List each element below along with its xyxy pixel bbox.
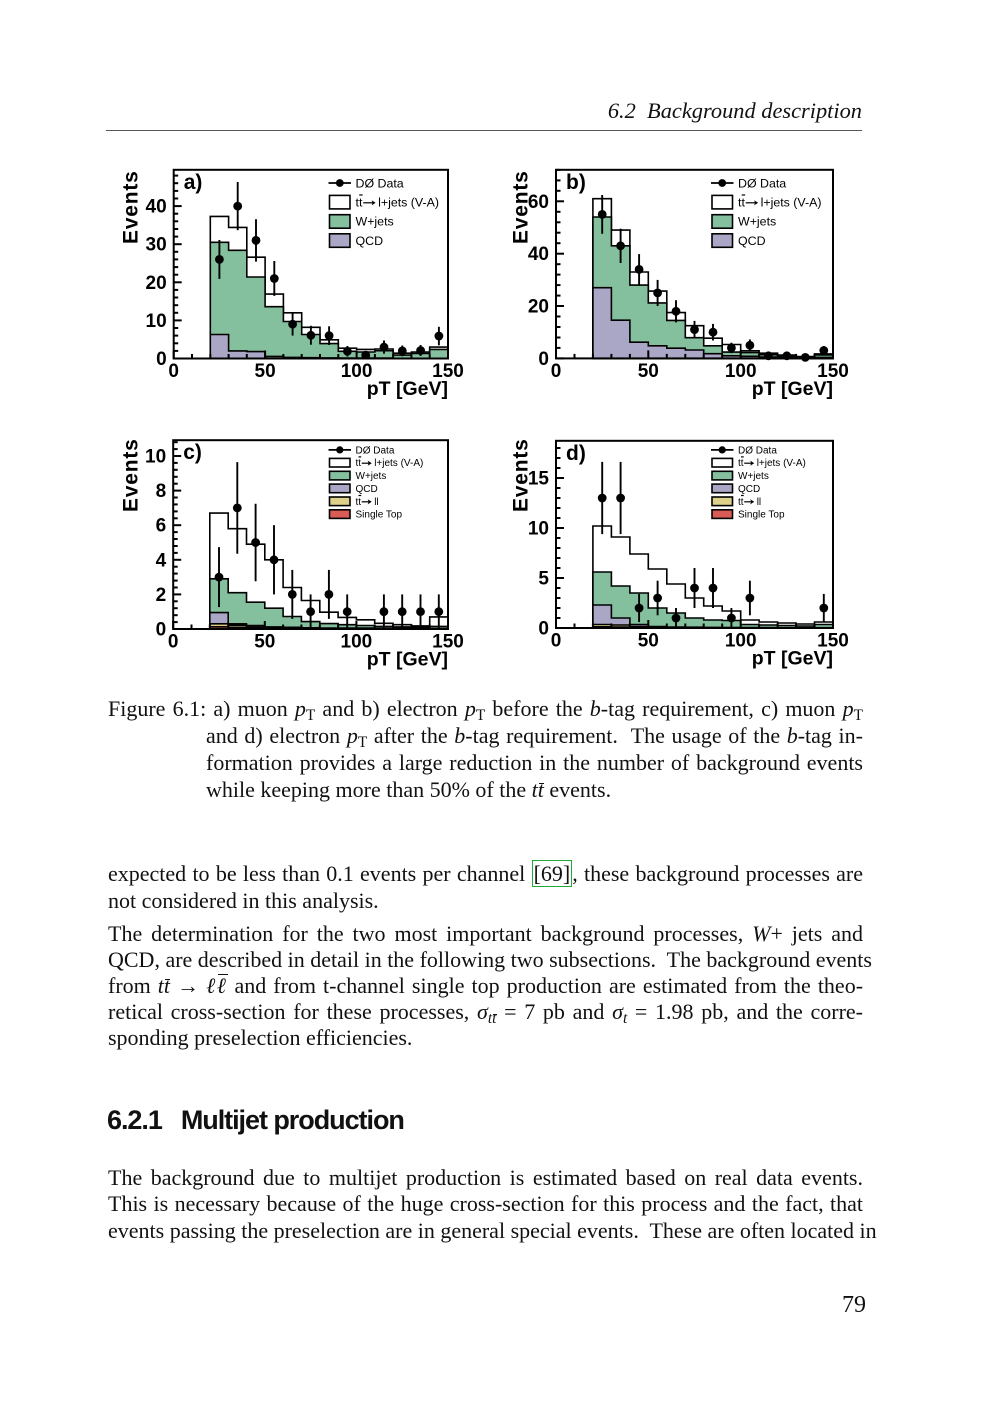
svg-text:l+jets (V-A): l+jets (V-A) — [378, 196, 439, 210]
svg-text:100: 100 — [341, 361, 373, 382]
svg-text:ll: ll — [757, 497, 761, 508]
svg-text:50: 50 — [255, 361, 276, 382]
svg-text:W+jets: W+jets — [738, 471, 769, 482]
svg-text:0: 0 — [538, 349, 549, 370]
svg-text:pT [GeV]: pT [GeV] — [367, 649, 448, 671]
svg-text:100: 100 — [725, 361, 757, 382]
svg-text:0: 0 — [168, 361, 179, 382]
svg-text:QCD: QCD — [356, 234, 384, 248]
svg-text:50: 50 — [638, 361, 659, 382]
svg-text:10: 10 — [145, 447, 166, 468]
svg-text:pT [GeV]: pT [GeV] — [752, 378, 833, 400]
svg-text:l+jets (V-A): l+jets (V-A) — [374, 458, 423, 469]
svg-text:150: 150 — [432, 632, 464, 653]
svg-text:8: 8 — [156, 481, 167, 502]
svg-text:40: 40 — [146, 197, 167, 218]
svg-text:l+jets (V-A): l+jets (V-A) — [761, 196, 822, 210]
svg-text:ll: ll — [374, 497, 378, 508]
svg-text:20: 20 — [528, 297, 549, 318]
svg-text:150: 150 — [817, 631, 849, 652]
svg-text:QCD: QCD — [356, 484, 378, 495]
svg-text:W+jets: W+jets — [356, 215, 394, 229]
svg-text:50: 50 — [638, 631, 659, 652]
svg-text:30: 30 — [146, 235, 167, 256]
svg-text:Events: Events — [510, 438, 533, 512]
svg-text:0: 0 — [156, 620, 167, 641]
svg-text:QCD: QCD — [738, 234, 766, 248]
svg-text:5: 5 — [538, 569, 549, 590]
svg-text:tt: tt — [738, 196, 745, 210]
svg-text:50: 50 — [254, 632, 275, 653]
svg-text:10: 10 — [528, 519, 549, 540]
svg-text:4: 4 — [156, 550, 167, 571]
svg-text:d): d) — [566, 442, 586, 465]
svg-text:0: 0 — [538, 619, 549, 640]
svg-text:10: 10 — [146, 311, 167, 332]
svg-text:tt: tt — [356, 196, 363, 210]
svg-text:150: 150 — [432, 361, 464, 382]
svg-text:b): b) — [566, 171, 586, 194]
svg-text:tt: tt — [356, 458, 362, 469]
svg-text:20: 20 — [146, 273, 167, 294]
svg-text:0: 0 — [156, 349, 167, 370]
svg-text:100: 100 — [725, 631, 757, 652]
svg-text:0: 0 — [551, 361, 562, 382]
svg-text:l+jets (V-A): l+jets (V-A) — [757, 458, 806, 469]
svg-text:c): c) — [183, 441, 202, 464]
svg-text:W+jets: W+jets — [738, 215, 776, 229]
svg-text:W+jets: W+jets — [356, 471, 387, 482]
svg-text:tt: tt — [738, 458, 744, 469]
svg-text:150: 150 — [817, 361, 849, 382]
svg-text:DØ Data: DØ Data — [738, 176, 786, 190]
svg-text:60: 60 — [528, 192, 549, 213]
svg-text:Events: Events — [120, 170, 143, 244]
svg-text:DØ Data: DØ Data — [356, 176, 404, 190]
svg-text:DØ Data: DØ Data — [356, 445, 395, 456]
svg-text:tt: tt — [738, 497, 744, 508]
svg-text:tt: tt — [356, 497, 362, 508]
svg-text:pT [GeV]: pT [GeV] — [367, 378, 448, 400]
svg-text:2: 2 — [156, 585, 167, 606]
svg-text:Single Top: Single Top — [356, 510, 403, 521]
svg-text:40: 40 — [528, 244, 549, 265]
svg-text:QCD: QCD — [738, 484, 760, 495]
svg-text:Events: Events — [120, 438, 143, 512]
svg-text:a): a) — [184, 171, 203, 194]
svg-text:Single Top: Single Top — [738, 510, 785, 521]
svg-text:15: 15 — [528, 469, 550, 490]
svg-text:Events: Events — [510, 170, 533, 244]
svg-text:0: 0 — [168, 632, 179, 653]
svg-text:6: 6 — [156, 516, 167, 537]
svg-text:100: 100 — [341, 632, 373, 653]
svg-text:pT [GeV]: pT [GeV] — [752, 648, 833, 670]
svg-text:0: 0 — [551, 631, 562, 652]
svg-text:DØ Data: DØ Data — [738, 445, 777, 456]
